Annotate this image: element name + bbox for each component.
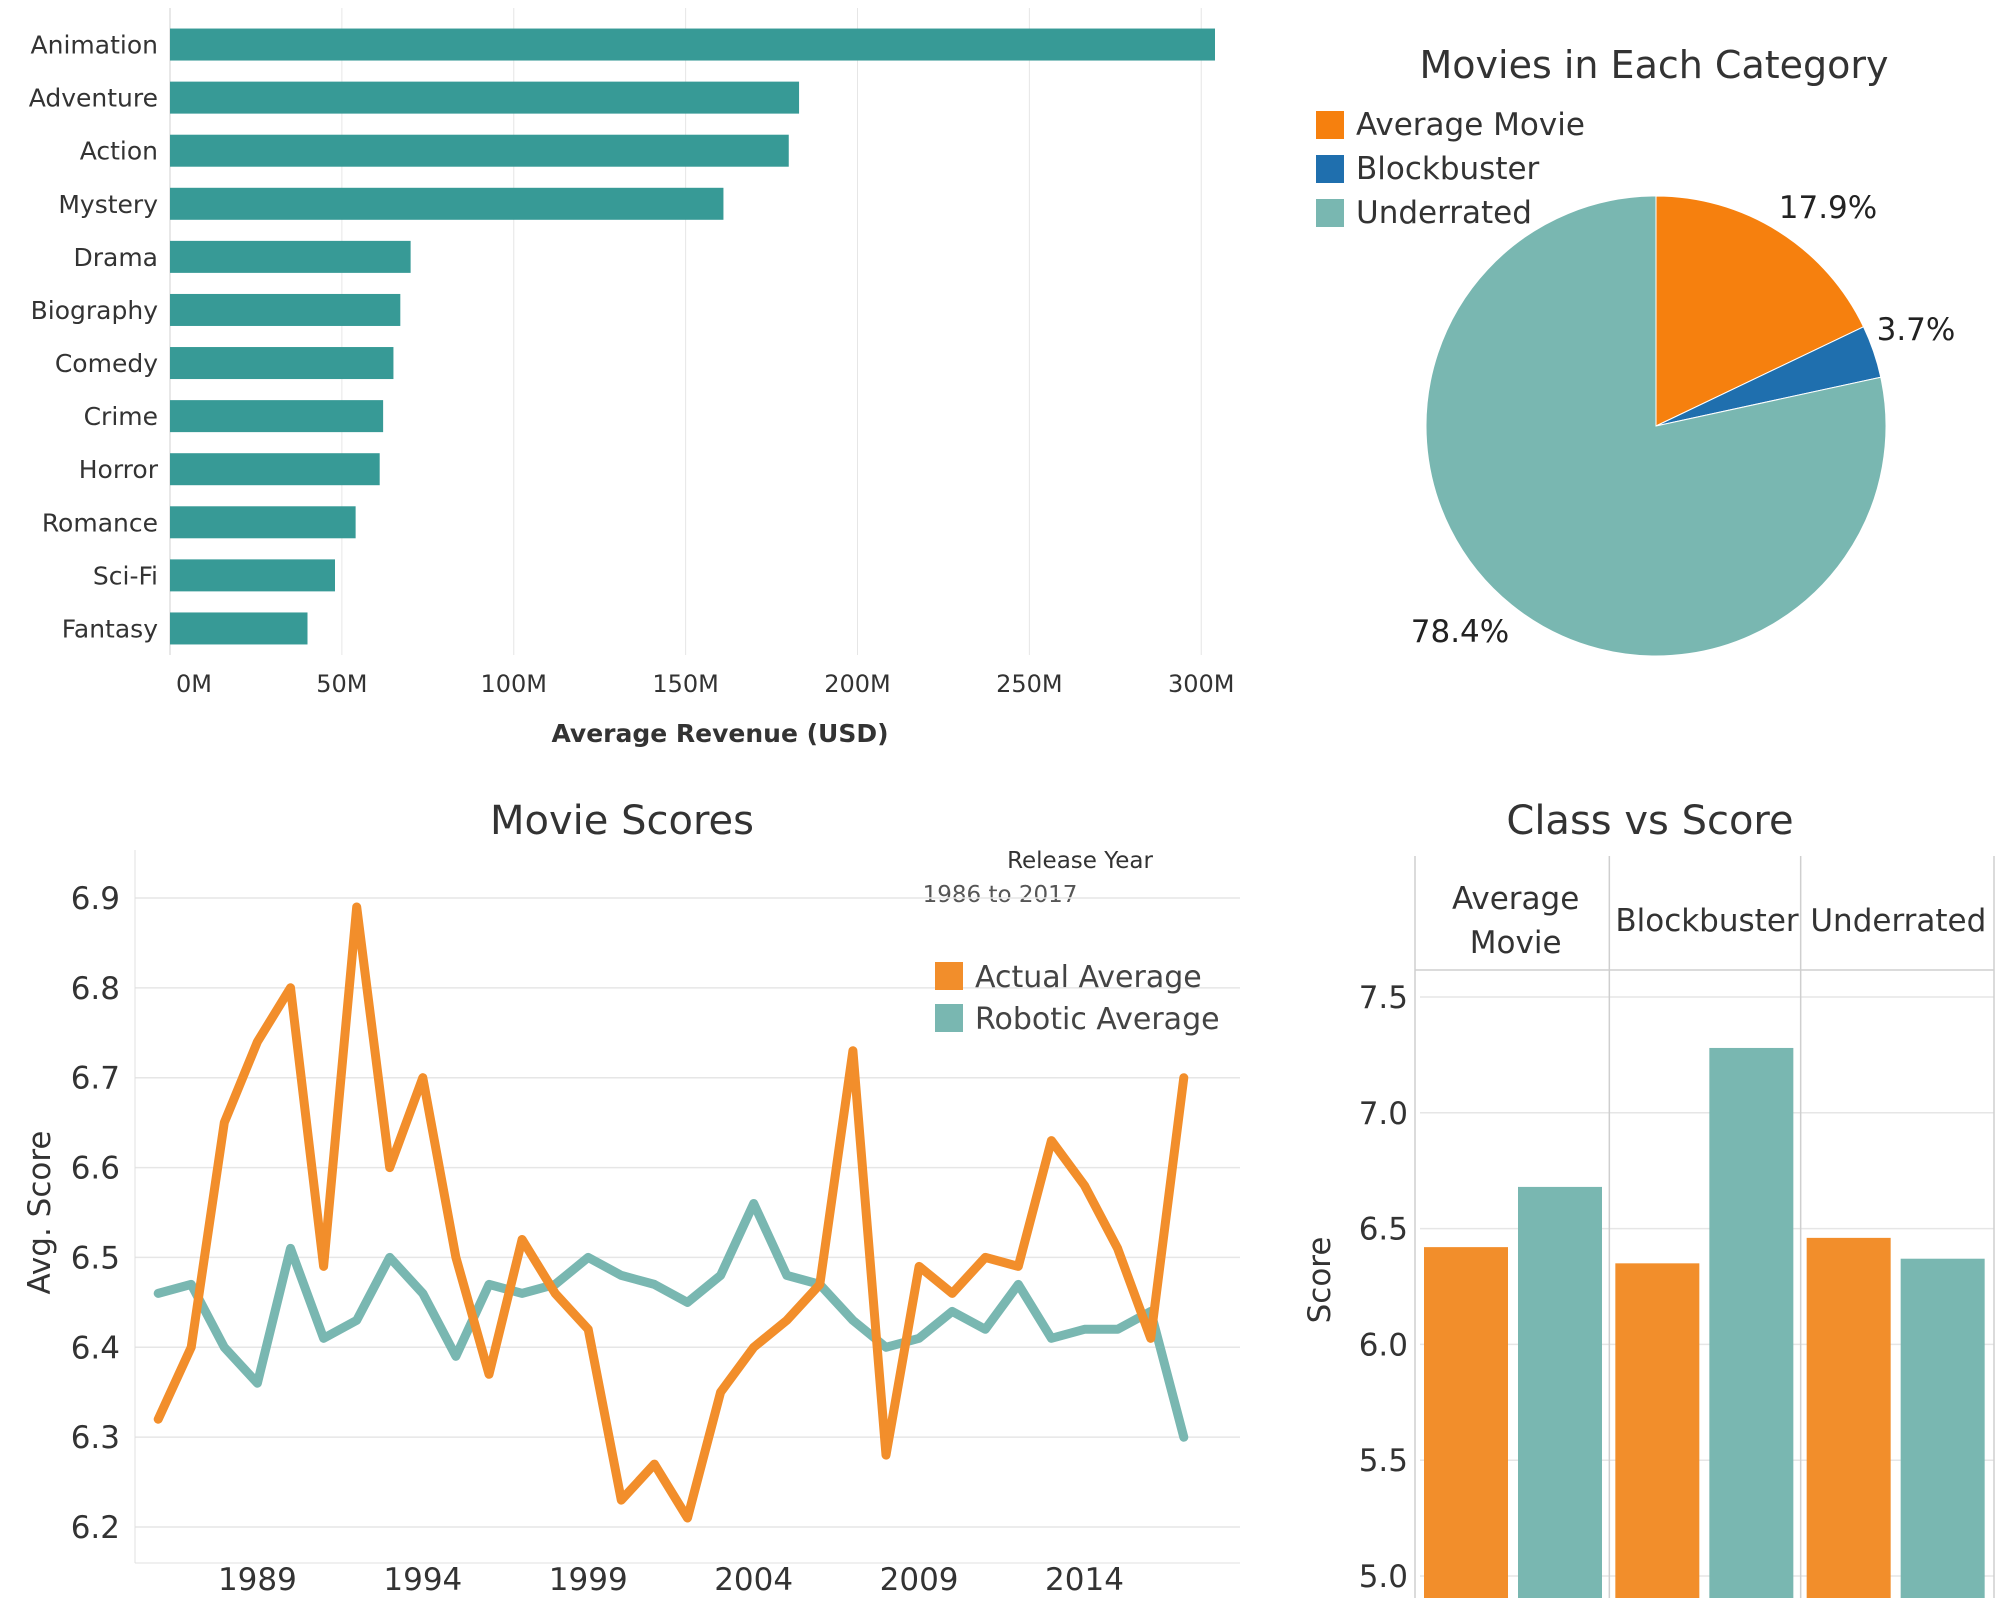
- class-y-tick-label: 5.5: [1359, 1443, 1408, 1479]
- scores-title: Movie Scores: [490, 798, 754, 844]
- scores-y-tick-label: 6.5: [71, 1240, 120, 1276]
- category-pie-chart: Movies in Each Category Average Movie Bloc…: [1290, 0, 2000, 770]
- revenue-x-tick-label: 0M: [176, 670, 212, 698]
- revenue-bar-chart: 0M 50M 100M 150M 200M 250M 300M Animation Advent…: [29, 8, 1235, 748]
- revenue-bar: [170, 81, 800, 114]
- class-group-header-label: Underrated: [1810, 903, 1986, 939]
- scores-x-tick-label: 2004: [714, 1562, 793, 1598]
- revenue-bar: [170, 612, 308, 645]
- revenue-bar: [170, 400, 384, 433]
- scores-y-tick-label: 6.4: [71, 1330, 120, 1366]
- pie-value-label: 3.7%: [1877, 312, 1956, 348]
- scores-legend-label: Actual Average: [975, 960, 1202, 995]
- scores-y-tick-label: 6.6: [71, 1151, 120, 1187]
- revenue-bar: [170, 187, 724, 220]
- pie-value-label: 78.4%: [1411, 614, 1509, 650]
- revenue-category-label: Adventure: [29, 84, 158, 113]
- pie-legend-swatch: [1316, 155, 1344, 183]
- pie-value-label: 17.9%: [1779, 190, 1877, 226]
- pie-slice: [1425, 195, 1887, 657]
- scores-legend-swatch: [935, 962, 963, 990]
- class-y-tick-label: 7.0: [1359, 1096, 1408, 1132]
- pie-legend-swatch: [1316, 199, 1344, 227]
- revenue-bar: [170, 28, 1215, 61]
- scores-x-tick-label: 1999: [549, 1562, 628, 1598]
- pie-legend-label: Blockbuster: [1356, 151, 1540, 187]
- scores-y-tick-label: 6.2: [71, 1510, 120, 1546]
- class-score-bar: [1709, 1047, 1794, 1598]
- revenue-category-label: Fantasy: [62, 614, 158, 643]
- revenue-category-label: Horror: [79, 455, 159, 484]
- revenue-bar: [170, 506, 356, 539]
- revenue-bar: [170, 559, 335, 592]
- revenue-x-axis-title: Average Revenue (USD): [551, 719, 888, 748]
- revenue-category-label: Comedy: [55, 349, 158, 378]
- scores-x-tick-label: 2009: [880, 1562, 959, 1598]
- class-vs-score-chart: Class vs Score 5.0 5.5 6.0 6.5 7.0 7.5 Score Ave…: [1290, 770, 2000, 1600]
- revenue-bar: [170, 347, 394, 380]
- scores-y-tick-label: 6.3: [71, 1420, 120, 1456]
- release-year-filter-title: Release Year: [1007, 848, 1153, 874]
- revenue-category-label: Animation: [31, 31, 158, 60]
- scores-x-tick-label: 2014: [1045, 1562, 1124, 1598]
- scores-legend-label: Robotic Average: [975, 1002, 1220, 1037]
- revenue-category-label: Romance: [42, 508, 158, 537]
- category-pie-svg: Movies in Each Category Average Movie Bloc…: [1316, 43, 1956, 657]
- revenue-x-tick-label: 250M: [996, 670, 1063, 698]
- revenue-x-tick-label: 300M: [1168, 670, 1235, 698]
- class-y-tick-label: 7.5: [1359, 980, 1408, 1016]
- scores-x-tick-label: 1989: [218, 1562, 297, 1598]
- revenue-x-tick-label: 200M: [824, 670, 891, 698]
- class-group-header-label: Average: [1452, 881, 1579, 917]
- pie-legend-label: Average Movie: [1356, 107, 1585, 143]
- pie-title: Movies in Each Category: [1420, 43, 1889, 87]
- revenue-by-genre-chart: 0M 50M 100M 150M 200M 250M 300M Animation Advent…: [0, 0, 1290, 770]
- revenue-bar: [170, 453, 380, 486]
- class-title: Class vs Score: [1506, 798, 1793, 844]
- class-score-bar: [1806, 1237, 1891, 1598]
- class-score-bar: [1518, 1186, 1602, 1598]
- revenue-x-tick-label: 150M: [652, 670, 719, 698]
- scores-y-tick-label: 6.8: [71, 971, 120, 1007]
- class-vs-score-bar-chart: Class vs Score 5.0 5.5 6.0 6.5 7.0 7.5 Score Ave…: [1302, 798, 1995, 1598]
- revenue-bar: [170, 293, 401, 326]
- class-y-tick-label: 6.0: [1359, 1327, 1408, 1363]
- revenue-category-label: Action: [80, 137, 158, 166]
- revenue-category-label: Drama: [73, 243, 158, 272]
- class-score-bar: [1424, 1247, 1508, 1598]
- scores-y-axis-title: Avg. Score: [22, 1131, 58, 1295]
- revenue-x-tick-label: 50M: [316, 670, 367, 698]
- pie-slice: [1655, 195, 1865, 427]
- scores-y-tick-label: 6.7: [71, 1061, 120, 1097]
- revenue-category-label: Sci-Fi: [93, 561, 158, 590]
- class-y-tick-label: 6.5: [1359, 1212, 1408, 1248]
- scores-x-tick-label: 1994: [383, 1562, 462, 1598]
- class-score-bar: [1615, 1263, 1700, 1598]
- scores-y-tick-label: 6.9: [71, 881, 120, 917]
- movie-scores-chart: Movie Scores Release Year 1986 to 2017 6.2 6…: [0, 770, 1290, 1600]
- release-year-filter-range: 1986 to 2017: [923, 882, 1078, 908]
- class-group-header-label: Blockbuster: [1615, 903, 1799, 939]
- revenue-category-label: Mystery: [58, 190, 158, 219]
- robotic-average-line: [153, 1199, 1189, 1442]
- movie-scores-line-chart: Movie Scores Release Year 1986 to 2017 6.2 6…: [22, 798, 1240, 1598]
- revenue-category-label: Biography: [31, 296, 159, 325]
- class-group-header-label: Movie: [1470, 925, 1562, 961]
- revenue-category-label: Crime: [84, 402, 158, 431]
- pie-legend-swatch: [1316, 111, 1344, 139]
- revenue-x-tick-label: 100M: [480, 670, 547, 698]
- class-score-bar: [1900, 1258, 1985, 1598]
- revenue-bar: [170, 134, 789, 167]
- scores-legend-swatch: [935, 1004, 963, 1032]
- class-y-axis-title: Score: [1302, 1237, 1338, 1324]
- pie-legend-label: Underrated: [1356, 195, 1532, 231]
- actual-average-line: [153, 902, 1189, 1523]
- revenue-bar: [170, 240, 411, 273]
- class-y-tick-label: 5.0: [1359, 1559, 1408, 1595]
